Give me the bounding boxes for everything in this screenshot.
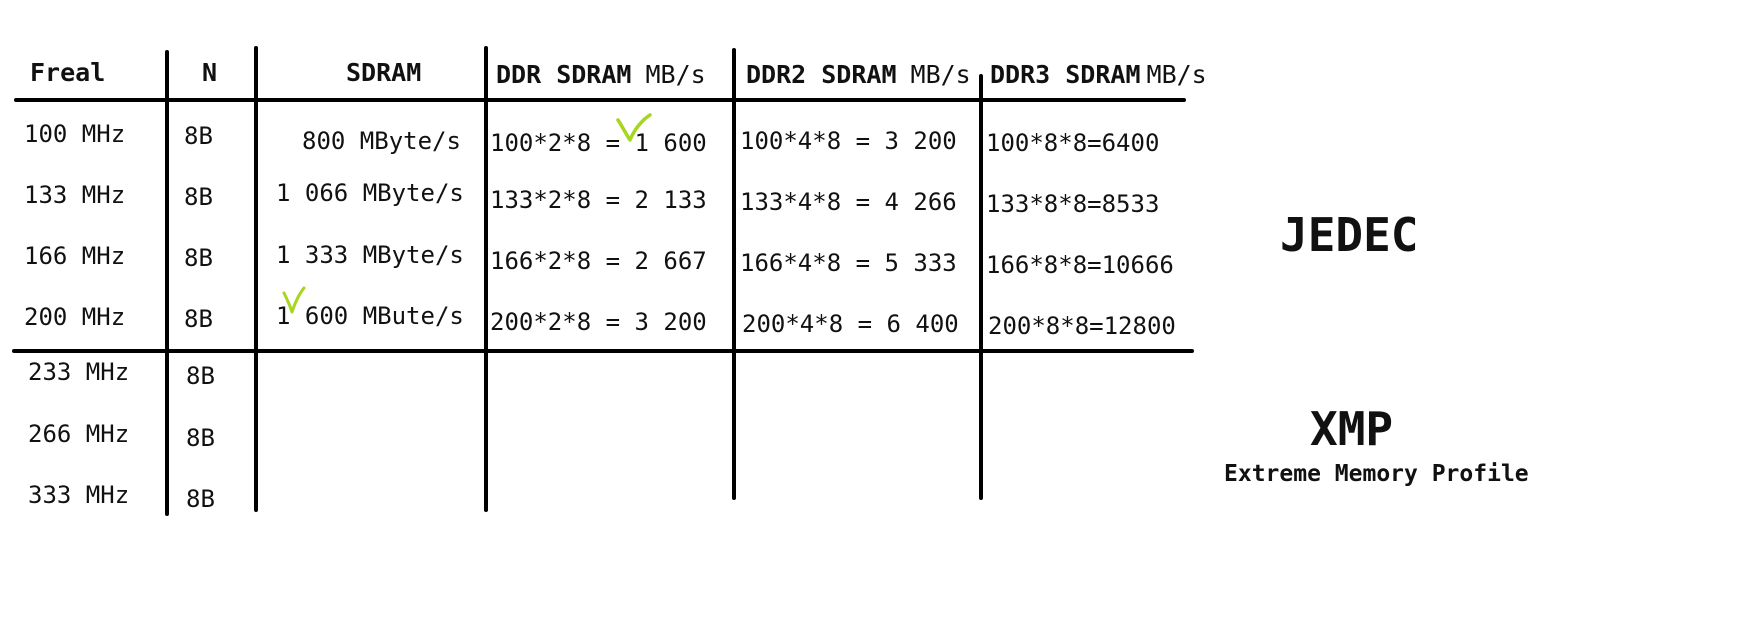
- header-ddr2: DDR2 SDRAM MB/s: [746, 60, 971, 89]
- cell-freal: 100 MHz: [24, 120, 126, 148]
- jedec-xmp-divider-line: [12, 349, 1194, 353]
- cell-sdram: 1 333 MByte/s: [276, 241, 464, 269]
- checkmark-icon: [282, 286, 306, 314]
- checkmark-stroke: [616, 113, 652, 142]
- header-sdram: SDRAM: [346, 58, 422, 87]
- cell-freal: 133 MHz: [24, 181, 126, 209]
- cell-n: 8B: [186, 485, 215, 513]
- cell-ddr3: 166*8*8=10666: [986, 251, 1174, 279]
- cell-freal: 200 MHz: [24, 303, 126, 331]
- column-divider-3: [484, 46, 488, 512]
- jedec-label: JEDEC: [1280, 208, 1419, 262]
- checkmark-stroke: [282, 286, 306, 314]
- xmp-label: XMP: [1310, 402, 1394, 456]
- header-n: N: [202, 58, 218, 87]
- header-ddr2-label: DDR2 SDRAM: [746, 60, 897, 89]
- cell-ddr2: 200*4*8 = 6 400: [742, 310, 959, 338]
- header-divider-line: [14, 98, 1186, 102]
- header-ddr2-unit: MB/s: [910, 60, 971, 89]
- column-divider-2: [254, 46, 258, 512]
- checkmark-icon: [616, 113, 652, 142]
- cell-ddr3: 200*8*8=12800: [988, 312, 1176, 340]
- cell-freal: 233 MHz: [28, 358, 130, 386]
- header-ddr-unit: MB/s: [645, 60, 706, 89]
- cell-n: 8B: [184, 122, 213, 150]
- cell-n: 8B: [184, 183, 213, 211]
- cell-freal: 333 MHz: [28, 481, 130, 509]
- cell-ddr2: 100*4*8 = 3 200: [740, 127, 957, 155]
- cell-freal: 166 MHz: [24, 242, 126, 270]
- cell-ddr3: 133*8*8=8533: [986, 190, 1160, 218]
- cell-ddr: 133*2*8 = 2 133: [490, 186, 707, 214]
- header-ddr3: DDR3 SDRAM MB/s: [990, 60, 1207, 89]
- column-divider-5: [979, 74, 983, 500]
- cell-n: 8B: [186, 424, 215, 452]
- cell-freal: 266 MHz: [28, 420, 130, 448]
- column-divider-1: [165, 50, 169, 516]
- cell-n: 8B: [184, 244, 213, 272]
- cell-sdram: 800 MByte/s: [302, 127, 461, 155]
- cell-ddr: 166*2*8 = 2 667: [490, 247, 707, 275]
- cell-ddr2: 166*4*8 = 5 333: [740, 249, 957, 277]
- cell-sdram: 1 600 MBute/s: [276, 302, 464, 330]
- header-ddr3-unit: MB/s: [1146, 60, 1207, 89]
- header-ddr3-label: DDR3 SDRAM: [990, 60, 1141, 89]
- cell-ddr: 100*2*8 = 1 600: [490, 129, 707, 157]
- cell-ddr3: 100*8*8=6400: [986, 129, 1160, 157]
- cell-sdram: 1 066 MByte/s: [276, 179, 464, 207]
- cell-ddr2: 133*4*8 = 4 266: [740, 188, 957, 216]
- column-divider-4: [732, 48, 736, 500]
- cell-n: 8B: [184, 305, 213, 333]
- header-ddr: DDR SDRAM MB/s: [496, 60, 706, 89]
- cell-ddr: 200*2*8 = 3 200: [490, 308, 707, 336]
- header-freal: Freal: [30, 58, 106, 87]
- xmp-full-name: Extreme Memory Profile: [1224, 461, 1529, 487]
- cell-n: 8B: [186, 362, 215, 390]
- header-ddr-label: DDR SDRAM: [496, 60, 632, 89]
